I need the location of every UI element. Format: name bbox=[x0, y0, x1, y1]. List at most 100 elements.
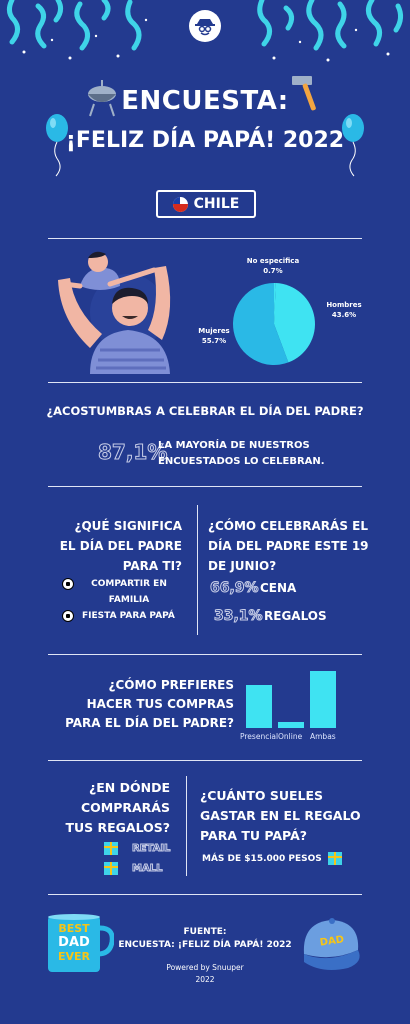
balloon-left-icon bbox=[46, 114, 68, 177]
footer-source: FUENTE: ENCUESTA: ¡FELIZ DÍA PAPÁ! 2022 bbox=[110, 926, 300, 952]
celebrate-answer: LA MAYORÍA DE NUESTROS ENCUESTADOS LO CE… bbox=[158, 438, 325, 470]
title-line-2: ¡FELIZ DÍA PAPÁ! 2022 bbox=[65, 128, 345, 153]
vertical-divider bbox=[197, 505, 198, 635]
bar-label-online: Online bbox=[278, 732, 303, 741]
where-option-2: MALL bbox=[104, 862, 163, 875]
spend-question-line3: PARA TU PAPÁ? bbox=[200, 828, 307, 843]
pie-slice-no-especifica bbox=[274, 283, 276, 324]
footer-source-name: ENCUESTA: ¡FELIZ DÍA PAPÁ! 2022 bbox=[118, 940, 292, 950]
where-question-line2: COMPRARÁS bbox=[80, 800, 170, 815]
where-option-1-label: RETAIL bbox=[131, 843, 171, 855]
meaning-option-1: COMPARTIR EN FAMILIA bbox=[62, 576, 182, 608]
spend-answer-label: MÁS DE $15.000 PESOS bbox=[202, 853, 322, 864]
divider bbox=[48, 654, 362, 655]
detective-icon bbox=[195, 19, 215, 36]
how-celebrate-question-line1: ¿CÓMO CELEBRARÁS EL bbox=[208, 519, 369, 533]
shopping-question-line1: ¿CÓMO PREFIERES bbox=[108, 678, 234, 692]
mug-icon bbox=[48, 914, 114, 972]
pie-label-mujeres-value: 55.7% bbox=[201, 337, 227, 345]
meaning-question-line2: EL DÍA DEL PADRE bbox=[59, 539, 182, 553]
where-question-line1: ¿EN DÓNDE bbox=[89, 780, 170, 795]
father-child-illustration bbox=[58, 251, 171, 374]
spend-question-line2: GASTAR EN EL REGALO bbox=[200, 808, 361, 823]
pie-label-hombres-value: 43.6% bbox=[331, 311, 357, 319]
how-celebrate-question: ¿CÓMO CELEBRARÁS EL DÍA DEL PADRE ESTE 1… bbox=[208, 516, 378, 576]
meaning-option-2-label: FIESTA PARA PAPÁ bbox=[82, 611, 175, 621]
country-badge: CHILE bbox=[156, 190, 256, 218]
bar-label-ambas: Ambas bbox=[310, 732, 336, 741]
footer-source-title: FUENTE: bbox=[183, 927, 227, 937]
meaning-question-line3: PARA TI? bbox=[122, 559, 182, 573]
meaning-option-2: FIESTA PARA PAPÁ bbox=[62, 610, 175, 622]
divider bbox=[48, 894, 362, 895]
gift-icon bbox=[104, 862, 118, 875]
celebrate-answer-line1: LA MAYORÍA DE NUESTROS bbox=[158, 440, 310, 451]
pie-slice-hombres bbox=[274, 283, 315, 363]
spend-answer: MÁS DE $15.000 PESOS bbox=[202, 852, 342, 865]
bar-online bbox=[278, 722, 304, 728]
how-celebrate-item-1: 66,9% CENA bbox=[210, 580, 297, 597]
soccer-ball-icon bbox=[62, 610, 74, 622]
spend-question: ¿CUÁNTO SUELES GASTAR EN EL REGALO PARA … bbox=[200, 786, 380, 846]
how-celebrate-question-line2: DÍA DEL PADRE ESTE 19 bbox=[208, 539, 369, 553]
footer-powered-label: Powered by Snuuper bbox=[166, 963, 244, 972]
how-celebrate-item-2-label: REGALOS bbox=[264, 609, 327, 623]
vertical-divider bbox=[186, 776, 187, 876]
where-question: ¿EN DÓNDE COMPRARÁS TUS REGALOS? bbox=[40, 778, 170, 838]
gift-icon bbox=[104, 842, 118, 855]
soccer-ball-icon bbox=[62, 578, 74, 590]
spend-question-line1: ¿CUÁNTO SUELES bbox=[200, 788, 324, 803]
confetti-decoration bbox=[6, 0, 404, 62]
shopping-question-line3: PARA EL DÍA DEL PADRE? bbox=[65, 716, 234, 730]
hammer-icon bbox=[292, 76, 316, 111]
celebrate-question: ¿ACOSTUMBRAS A CELEBRAR EL DÍA DEL PADRE… bbox=[46, 404, 364, 418]
shopping-bar-chart: Presencial Online Ambas bbox=[240, 666, 350, 746]
pie-label-no-especifica-value: 0.7% bbox=[263, 267, 283, 275]
how-celebrate-item-2: 33,1% REGALOS bbox=[214, 608, 327, 625]
meaning-option-1-line1: COMPARTIR EN bbox=[91, 579, 167, 589]
footer-year: 2022 bbox=[195, 975, 215, 984]
divider bbox=[48, 760, 362, 761]
country-label: CHILE bbox=[193, 196, 240, 212]
meaning-option-1-line2: FAMILIA bbox=[108, 595, 150, 605]
gender-pie-chart bbox=[232, 283, 315, 365]
pie-label-no-especifica: No especifica 0.7% bbox=[244, 256, 302, 276]
where-question-line3: TUS REGALOS? bbox=[65, 820, 170, 835]
shopping-question: ¿CÓMO PREFIERES HACER TUS COMPRAS PARA E… bbox=[40, 676, 234, 733]
balloon-right-icon bbox=[342, 114, 364, 177]
where-option-1: RETAIL bbox=[104, 842, 171, 855]
how-celebrate-item-1-percent: 66,9% bbox=[210, 580, 260, 597]
gift-icon bbox=[327, 852, 342, 865]
meaning-question-line1: ¿QUÉ SIGNIFICA bbox=[74, 519, 182, 533]
chile-flag-icon bbox=[172, 196, 188, 212]
where-option-2-label: MALL bbox=[131, 863, 163, 875]
divider bbox=[48, 238, 362, 239]
footer-powered: Powered by Snuuper 2022 bbox=[110, 962, 300, 986]
pie-label-mujeres-name: Mujeres bbox=[198, 327, 230, 335]
pie-label-mujeres: Mujeres 55.7% bbox=[192, 326, 236, 346]
mug-text-line2: DAD bbox=[58, 935, 90, 950]
snuuper-logo bbox=[189, 10, 221, 42]
celebrate-percent: 87,1% bbox=[97, 440, 168, 465]
divider bbox=[48, 486, 362, 487]
title-line-1: ENCUESTA: bbox=[121, 86, 289, 116]
pie-label-no-especifica-name: No especifica bbox=[246, 257, 300, 265]
grill-icon bbox=[88, 80, 116, 117]
how-celebrate-question-line3: DE JUNIO? bbox=[208, 559, 277, 573]
mug-text: BEST DAD EVER bbox=[48, 922, 100, 964]
mug-text-line3: EVER bbox=[57, 950, 90, 963]
meaning-question: ¿QUÉ SIGNIFICA EL DÍA DEL PADRE PARA TI? bbox=[40, 516, 182, 576]
pie-slice-mujeres bbox=[232, 283, 289, 365]
shopping-question-line2: HACER TUS COMPRAS bbox=[86, 697, 234, 711]
bar-presencial bbox=[246, 685, 272, 728]
bar-ambas bbox=[310, 670, 336, 728]
celebrate-answer-line2: ENCUESTADOS LO CELEBRAN. bbox=[158, 456, 325, 467]
pie-label-hombres: Hombres 43.6% bbox=[322, 300, 366, 320]
bar-label-presencial: Presencial bbox=[240, 732, 279, 741]
best-dad-mug: BEST DAD EVER bbox=[46, 912, 114, 974]
divider bbox=[48, 382, 362, 383]
cap-icon bbox=[303, 918, 360, 970]
dad-cap: DAD bbox=[298, 914, 364, 976]
how-celebrate-item-2-percent: 33,1% bbox=[214, 608, 264, 625]
